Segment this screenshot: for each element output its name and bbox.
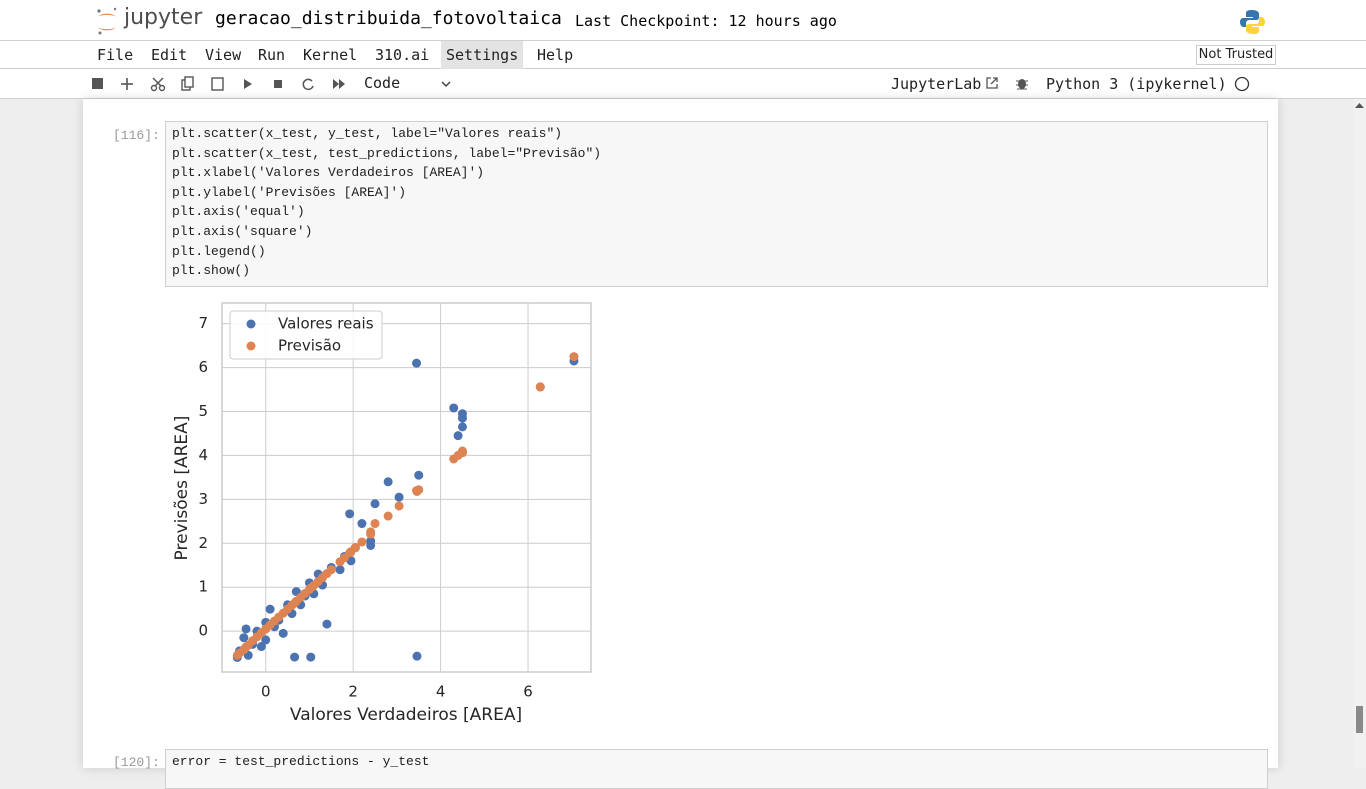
- menu-bar: Not Trusted File Edit View Run Kernel 310.ai S…: [0, 41, 1366, 69]
- kernel-name[interactable]: Python 3 (ipykernel): [1046, 75, 1227, 93]
- cell-prompt: [116]:: [113, 128, 160, 143]
- scroll-up-arrow[interactable]: [1355, 102, 1364, 110]
- code-line: plt.scatter(x_test, test_predictions, la…: [172, 145, 602, 161]
- save-icon[interactable]: [92, 78, 103, 89]
- cell-type-dropdown[interactable]: Code: [364, 74, 401, 92]
- scroll-thumb[interactable]: [1356, 706, 1363, 733]
- restart-icon[interactable]: [302, 78, 314, 91]
- menu-item[interactable]: Settings: [441, 41, 524, 69]
- jupyterlab-link[interactable]: JupyterLab: [891, 75, 982, 93]
- toolbar: Code JupyterLab Python 3 (ipykernel): [0, 69, 1366, 99]
- python-logo: [1240, 10, 1265, 34]
- code-line: plt.legend(): [172, 243, 266, 259]
- code-line: plt.axis('equal'): [172, 204, 305, 220]
- stop-icon[interactable]: [274, 80, 282, 88]
- cut-icon[interactable]: [150, 84, 158, 92]
- debugger-icon[interactable]: [1015, 76, 1029, 91]
- dropdown-caret[interactable]: [440, 79, 452, 89]
- menu-item[interactable]: Run: [258, 46, 286, 64]
- menu-item[interactable]: File: [97, 46, 134, 64]
- cell-prompt: [120]:: [113, 755, 160, 770]
- code-line: plt.axis('square'): [172, 224, 313, 239]
- menu-item[interactable]: 310.ai: [375, 46, 430, 64]
- paste-icon[interactable]: [211, 77, 224, 91]
- trust-button[interactable]: Not Trusted: [1196, 45, 1276, 65]
- notebook: [116]: plt.scatter(x_test, y_test, label…: [83, 99, 1278, 789]
- checkpoint: Last Checkpoint: 12 hours ago: [575, 12, 837, 30]
- code-cell[interactable]: plt.scatter(x_test, y_test, label="Valor…: [165, 121, 1268, 287]
- menu-item[interactable]: View: [205, 46, 242, 64]
- menu-item[interactable]: Kernel: [303, 46, 358, 64]
- menu-item[interactable]: Edit: [151, 46, 188, 64]
- code-line: plt.ylabel('Previsões [AREA]'): [172, 184, 407, 200]
- kernel-status: [1234, 76, 1250, 92]
- scrollbar[interactable]: [1353, 99, 1366, 768]
- run-icon[interactable]: [244, 79, 252, 89]
- code-line: plt.scatter(x_test, y_test, label="Valor…: [172, 126, 563, 141]
- menu-item[interactable]: Help: [537, 46, 574, 64]
- run-all-icon[interactable]: [333, 79, 345, 89]
- jupyter-logo-text[interactable]: jupyter: [124, 5, 203, 30]
- code-line: plt.xlabel('Valores Verdadeiros [AREA]'): [172, 165, 485, 181]
- external-link-icon[interactable]: [985, 76, 999, 90]
- toolbar-icons: [92, 76, 345, 92]
- code-line: error = test_predictions - y_test: [172, 754, 430, 769]
- code-line: plt.show(): [172, 263, 251, 279]
- jupyter-logo-icon: [97, 7, 117, 35]
- header: jupyter geracao_distribuida_fotovoltaica…: [0, 0, 1366, 41]
- notebook-title[interactable]: geracao_distribuida_fotovoltaica: [215, 8, 562, 29]
- code-cell[interactable]: error = test_predictions - y_test: [165, 749, 1268, 789]
